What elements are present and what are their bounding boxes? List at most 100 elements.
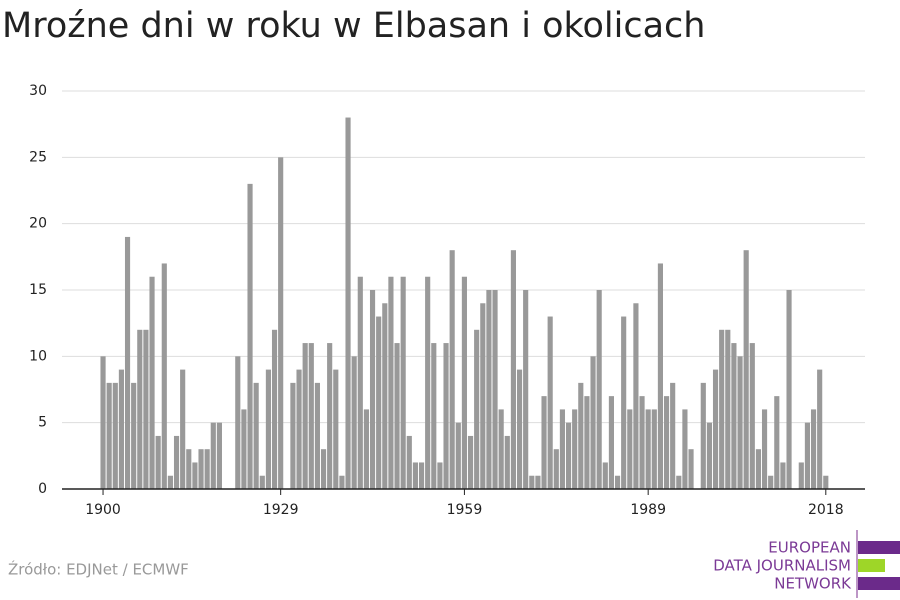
bar (400, 276, 406, 489)
bar (614, 475, 621, 489)
bar (376, 316, 382, 489)
bar (541, 396, 547, 489)
bar (204, 449, 210, 489)
bar (633, 303, 639, 489)
bar (817, 369, 823, 489)
bar (657, 263, 663, 489)
bar (241, 409, 247, 489)
bar (155, 435, 161, 489)
bar (412, 462, 418, 489)
bar (504, 435, 510, 489)
bar (798, 462, 804, 489)
bar (278, 157, 284, 490)
y-tick-label: 30 (29, 83, 47, 99)
bar (131, 382, 137, 489)
bar (823, 475, 829, 489)
y-tick-label: 5 (38, 415, 47, 431)
bar (559, 409, 565, 489)
bar (124, 236, 131, 489)
bar (357, 276, 363, 489)
bar (369, 290, 376, 489)
x-tick-label: 1900 (85, 502, 121, 518)
bar (761, 409, 768, 489)
bar (608, 396, 614, 489)
y-tick-label: 10 (29, 348, 47, 364)
bar (596, 290, 602, 489)
bar (192, 462, 198, 489)
bar (749, 343, 755, 489)
bar (731, 343, 737, 489)
bar (259, 475, 265, 489)
bar (320, 449, 327, 489)
bar (627, 409, 633, 489)
bar (216, 422, 222, 489)
bar (516, 369, 523, 489)
bar (112, 382, 118, 489)
bar (547, 316, 553, 489)
logo-text: NETWORK (774, 575, 852, 593)
bar (651, 409, 657, 489)
bar (437, 462, 443, 489)
bar (271, 329, 278, 489)
bar (712, 369, 719, 489)
bar (480, 303, 486, 489)
bar (247, 183, 253, 489)
bar (780, 462, 786, 489)
bar (810, 409, 817, 489)
bar (737, 356, 743, 489)
source: Źródło: EDJNet / ECMWF (8, 560, 189, 579)
bar (700, 382, 706, 489)
bar (639, 396, 645, 489)
x-tick-label: 1959 (447, 502, 483, 518)
x-tick-label: 1989 (630, 502, 666, 518)
bar (688, 449, 694, 489)
bar (296, 369, 302, 489)
bar (553, 449, 559, 489)
bar (351, 356, 357, 489)
bar (198, 449, 204, 489)
bar (382, 303, 388, 489)
bar (461, 276, 467, 489)
bar (210, 422, 216, 489)
bar (333, 369, 339, 489)
bar (327, 343, 333, 489)
bar (492, 290, 498, 489)
bar (149, 276, 155, 489)
bar (394, 343, 400, 489)
bar (100, 356, 106, 489)
bar (308, 343, 314, 489)
bar (180, 369, 186, 489)
bar (774, 396, 780, 489)
x-tick-label: 2018 (808, 502, 844, 518)
bar (621, 316, 627, 489)
bar (602, 462, 608, 489)
bar (339, 475, 345, 489)
bar (161, 263, 167, 489)
bar (302, 343, 308, 489)
bar (143, 329, 149, 489)
bar (118, 369, 124, 489)
y-tick-label: 20 (29, 216, 47, 232)
bar (676, 475, 682, 489)
x-tick-label: 1929 (263, 502, 299, 518)
bar (235, 356, 241, 489)
bar (719, 329, 725, 489)
y-tick-label: 25 (29, 149, 47, 165)
y-tick-label: 0 (38, 481, 47, 497)
logo-bar (858, 577, 900, 590)
bar (388, 276, 394, 489)
bar (510, 250, 516, 489)
bar (725, 329, 731, 489)
bar (173, 435, 180, 489)
bar (467, 435, 474, 489)
bar (768, 475, 774, 489)
bar (106, 382, 112, 489)
bar (431, 343, 437, 489)
bar (443, 343, 449, 489)
bar (565, 422, 572, 489)
bar (418, 462, 425, 489)
bar (449, 250, 455, 489)
bar (535, 475, 541, 489)
bar (743, 250, 749, 489)
y-tick-label: 15 (29, 282, 47, 298)
